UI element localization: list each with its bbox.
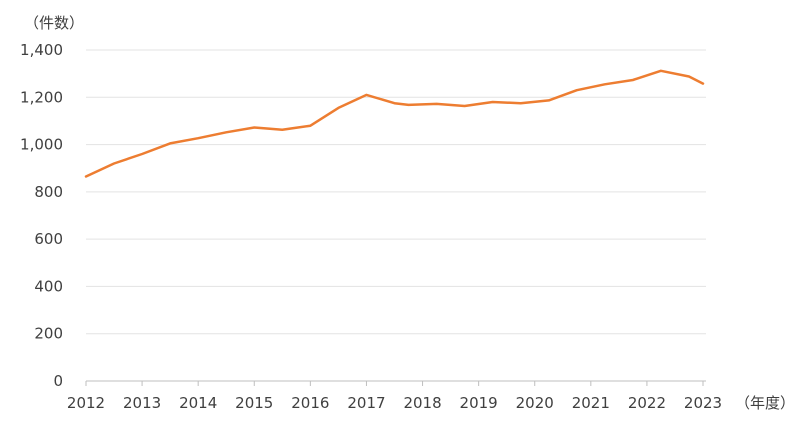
x-tick-label: 2013 [123,394,161,412]
series-line [84,69,705,178]
x-axis-ticks: 2012 2013 2014 2015 2016 2017 2018 2019 2020 2021… [67,381,722,412]
x-tick-label: 2021 [572,394,610,412]
x-tick-label: 2016 [291,394,329,412]
y-tick-label: 1,000 [20,136,63,154]
x-tick-label: 2018 [403,394,441,412]
y-tick-label: 800 [34,183,63,201]
y-tick-label: 400 [34,277,63,295]
y-axis-ticks: 0 200 400 600 800 1,000 1,200 1,400 [20,41,63,390]
x-tick-label: 2015 [235,394,273,412]
x-axis-unit-label: （年度） [735,394,795,412]
x-tick-label: 2012 [67,394,105,412]
y-tick-label: 600 [34,230,63,248]
x-tick-label: 2023 [684,394,722,412]
x-tick-label: 2019 [460,394,498,412]
series-layer [84,69,705,178]
x-tick-label: 2022 [628,394,666,412]
x-tick-label: 2017 [347,394,385,412]
y-tick-label: 0 [53,372,63,390]
y-axis-unit-label: （件数） [24,14,84,32]
x-tick-label: 2014 [179,394,217,412]
y-tick-label: 200 [34,325,63,343]
gridlines [86,49,706,335]
y-tick-label: 1,200 [20,88,63,106]
y-tick-label: 1,400 [20,41,63,59]
x-tick-label: 2020 [516,394,554,412]
